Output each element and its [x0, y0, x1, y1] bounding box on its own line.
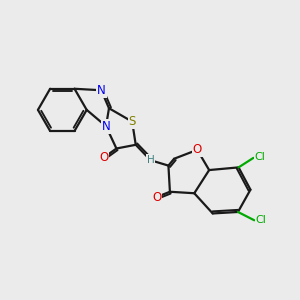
Text: S: S — [128, 115, 136, 128]
Text: O: O — [152, 190, 161, 204]
Text: Cl: Cl — [255, 215, 266, 225]
Text: Cl: Cl — [254, 152, 266, 162]
Text: N: N — [102, 120, 110, 133]
Text: O: O — [193, 143, 202, 156]
Text: H: H — [147, 155, 154, 165]
Text: N: N — [97, 84, 106, 97]
Text: O: O — [99, 151, 109, 164]
